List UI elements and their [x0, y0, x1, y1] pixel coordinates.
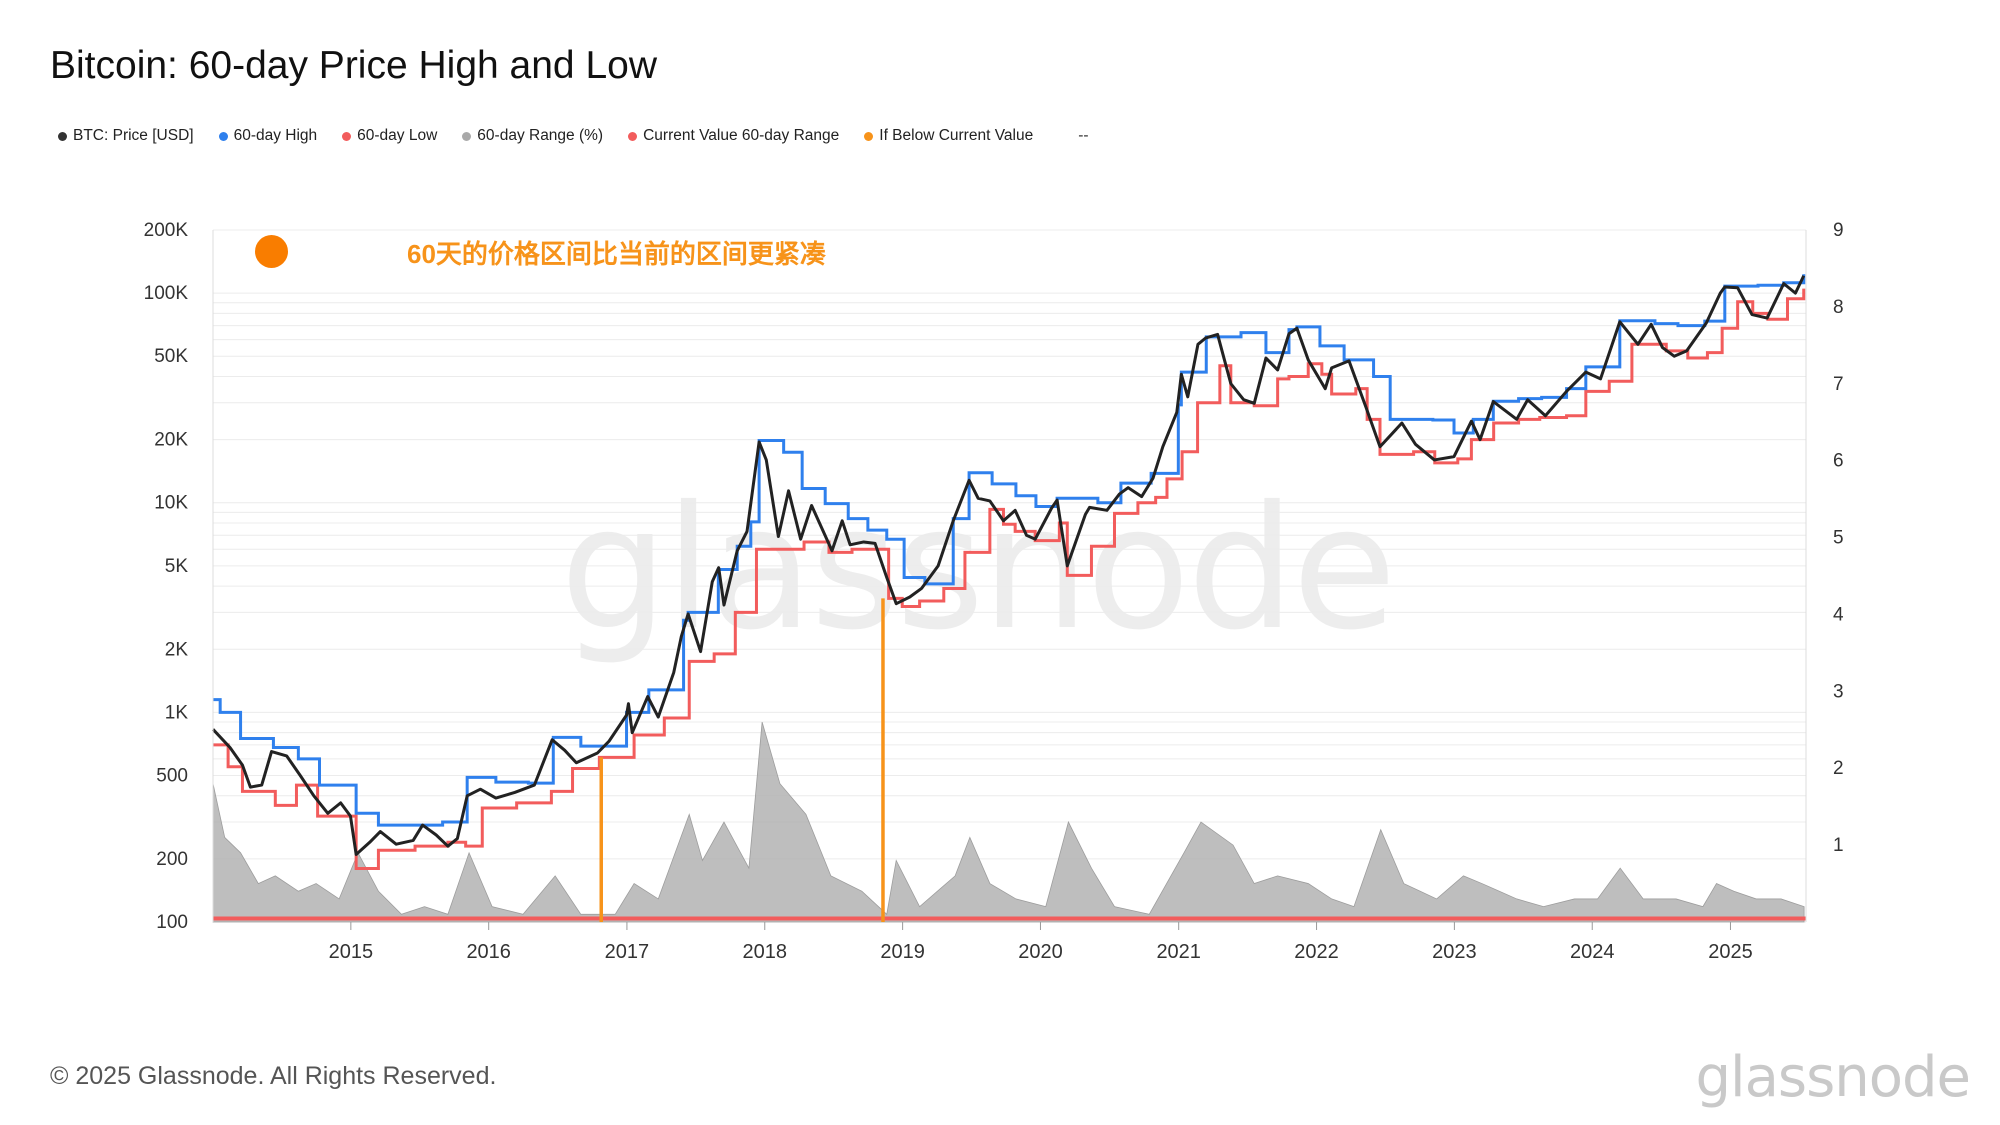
x-tick-label: 2024: [1570, 941, 1615, 963]
x-tick-label: 2020: [1018, 941, 1063, 963]
legend-label-price: BTC: Price [USD]: [73, 127, 194, 144]
legend-label-current: Current Value 60-day Range: [643, 127, 840, 144]
x-tick-label: 2023: [1432, 941, 1477, 963]
annotation-text: 60天的价格区间比当前的区间更紧凑: [407, 239, 826, 269]
legend-more[interactable]: --: [1078, 127, 1089, 144]
x-tick-label: 2017: [605, 941, 650, 963]
y-tick-label: 10K: [154, 493, 188, 514]
chart-title: Bitcoin: 60-day Price High and Low: [50, 44, 657, 87]
legend-dot-current: [628, 131, 638, 141]
x-tick-label: 2022: [1294, 941, 1339, 963]
x-tick-label: 2019: [880, 941, 925, 963]
y-tick-label: 5K: [165, 556, 189, 577]
y-tick-label: 100: [156, 912, 188, 933]
legend-item-price[interactable]: BTC: Price [USD]: [58, 127, 194, 145]
y2-tick-label: 7: [1833, 374, 1844, 395]
legend-dot-low: [342, 131, 352, 141]
legend-label-high: 60-day High: [233, 127, 318, 144]
y2-tick-label: 4: [1833, 604, 1844, 625]
legend-label-below: If Below Current Value: [879, 127, 1034, 144]
y2-tick-label: 3: [1833, 681, 1844, 702]
legend-item-range[interactable]: 60-day Range (%): [462, 127, 603, 145]
legend-label-low: 60-day Low: [357, 127, 438, 144]
y-tick-label: 2K: [165, 639, 189, 660]
legend-dot-below: [864, 131, 874, 141]
y2-tick-label: 9: [1833, 220, 1844, 241]
annotation-dot: [255, 235, 288, 268]
legend-label-range: 60-day Range (%): [477, 127, 604, 144]
x-tick-label: 2021: [1156, 941, 1201, 963]
x-tick-label: 2025: [1708, 941, 1753, 963]
y-tick-label: 200: [156, 849, 188, 870]
x-tick-label: 2018: [743, 941, 788, 963]
brand-logo: glassnode: [1695, 1045, 1971, 1110]
y-tick-label: 50K: [154, 346, 188, 367]
y2-tick-label: 5: [1833, 528, 1844, 549]
low-line: [213, 288, 1806, 870]
x-tick-label: 2015: [329, 941, 374, 963]
legend-item-below[interactable]: If Below Current Value: [864, 127, 1033, 145]
y-tick-label: 20K: [154, 430, 188, 451]
legend: BTC: Price [USD] 60-day High 60-day Low …: [58, 127, 1089, 145]
price-line: [211, 275, 1806, 856]
high-line: [213, 274, 1806, 827]
y2-tick-label: 8: [1833, 297, 1844, 318]
legend-item-low[interactable]: 60-day Low: [342, 127, 437, 145]
y-tick-label: 100K: [144, 283, 189, 304]
legend-dot-range: [462, 131, 472, 141]
y-tick-label: 500: [156, 765, 188, 786]
y-tick-label: 200K: [144, 220, 189, 241]
legend-dot-high: [218, 131, 228, 141]
x-tick-label: 2016: [466, 941, 511, 963]
copyright: © 2025 Glassnode. All Rights Reserved.: [50, 1062, 497, 1090]
range-area: [212, 721, 1805, 923]
y2-tick-label: 1: [1833, 835, 1844, 856]
y-tick-label: 1K: [165, 702, 189, 723]
legend-item-current[interactable]: Current Value 60-day Range: [628, 127, 839, 145]
legend-dot-price: [58, 131, 67, 141]
y2-tick-label: 6: [1833, 451, 1844, 472]
legend-item-high[interactable]: 60-day High: [218, 127, 318, 145]
y2-tick-label: 2: [1833, 758, 1844, 779]
